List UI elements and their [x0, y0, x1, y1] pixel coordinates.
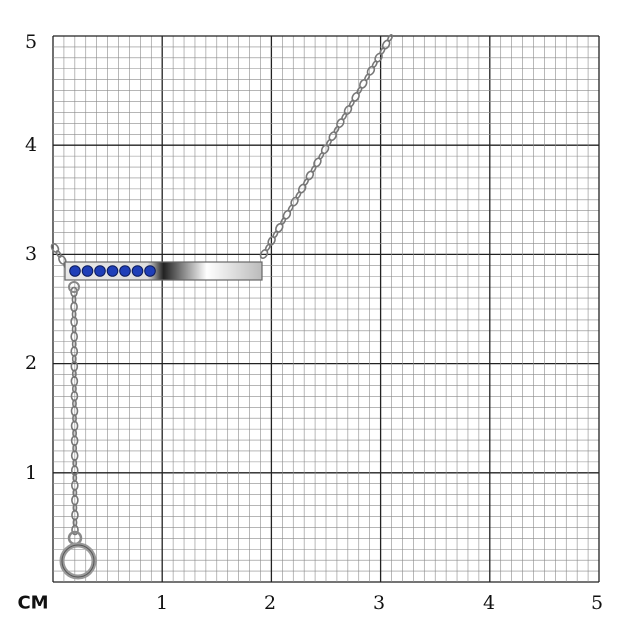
sapphire-stone	[94, 265, 106, 277]
chain-link	[55, 250, 62, 258]
x-tick-4: 4	[482, 592, 496, 614]
sapphire-stone	[81, 265, 94, 277]
x-tick-5: 5	[590, 592, 604, 614]
x-tick-3: 3	[372, 592, 386, 614]
sapphire-stone	[144, 265, 156, 277]
unit-label: CM	[17, 592, 49, 614]
y-tick-4: 4	[24, 134, 38, 156]
x-tick-1: 1	[155, 592, 169, 614]
sapphire-stone	[119, 265, 131, 277]
chain-link	[71, 524, 79, 536]
y-tick-3: 3	[24, 243, 38, 265]
chain-link	[50, 243, 60, 253]
y-tick-2: 2	[24, 352, 38, 374]
y-tick-1: 1	[24, 462, 38, 484]
jump-ring	[68, 281, 80, 293]
sapphire-stone	[106, 265, 119, 277]
spring-ring-outline	[61, 544, 95, 578]
x-tick-2: 2	[263, 592, 277, 614]
sapphire-stone	[69, 265, 81, 277]
chain-link	[386, 34, 394, 42]
sapphire-stone	[131, 265, 144, 277]
y-tick-5: 5	[24, 31, 38, 53]
